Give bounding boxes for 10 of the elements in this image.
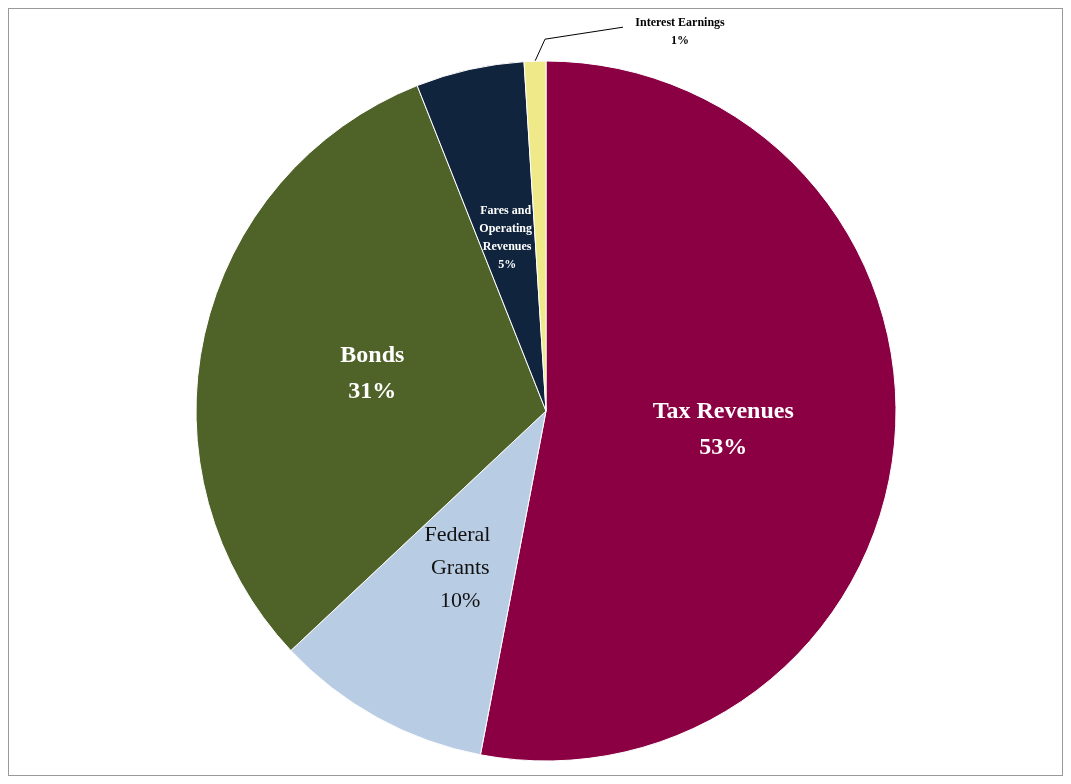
slice-label: Tax Revenues [652, 396, 794, 423]
data-label: 31% [348, 377, 397, 404]
data-label: 53% [699, 432, 748, 459]
slice-label: Bonds [340, 341, 405, 368]
slice-label: Fares and Operating Revenues [479, 203, 536, 254]
slice-label: Interest Earnings [635, 15, 726, 30]
data-label: 1% [671, 33, 690, 48]
slice-label: Federal Grants [424, 521, 496, 580]
data-label: 5% [498, 257, 517, 272]
data-label: 10% [440, 587, 481, 613]
